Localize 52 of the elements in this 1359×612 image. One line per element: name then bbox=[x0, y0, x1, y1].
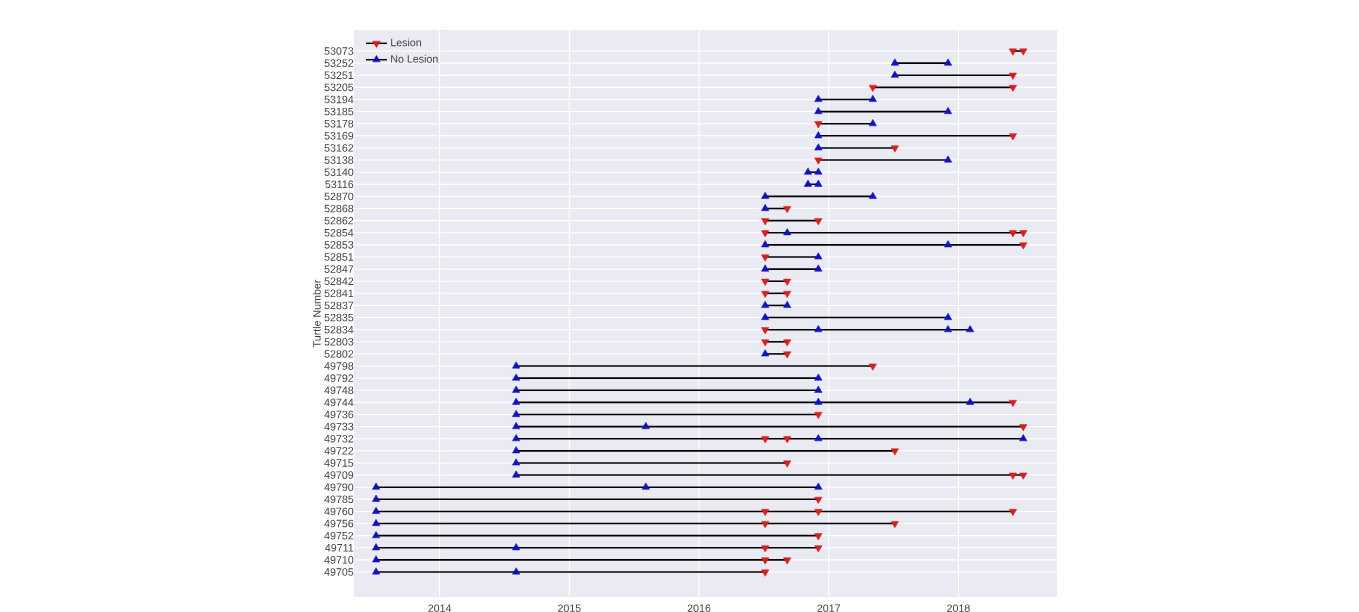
y-tick-label: 49715 bbox=[324, 459, 354, 467]
y-tick-label: 53073 bbox=[324, 47, 354, 55]
y-tick-label: 49705 bbox=[324, 568, 354, 576]
y-tick-label: 53140 bbox=[324, 168, 354, 176]
y-tick-label: 53178 bbox=[324, 119, 354, 128]
y-tick-label: 53138 bbox=[324, 156, 354, 164]
y-tick-label: 49732 bbox=[324, 434, 354, 443]
y-tick-label: 49722 bbox=[324, 447, 354, 455]
y-tick-label: 52837 bbox=[324, 301, 354, 310]
y-tick-label: 53251 bbox=[324, 71, 354, 80]
legend-label: Lesion bbox=[391, 38, 422, 47]
y-tick-label: 52870 bbox=[324, 192, 354, 201]
y-tick-label: 52862 bbox=[324, 216, 354, 225]
y-tick-label: 52847 bbox=[324, 265, 354, 273]
y-tick-label: 49711 bbox=[325, 544, 354, 552]
y-tick-label: 52802 bbox=[324, 350, 354, 358]
y-tick-label: 49798 bbox=[324, 362, 354, 370]
y-tick-label: 49736 bbox=[324, 410, 354, 419]
x-tick-label: 2017 bbox=[817, 604, 841, 612]
y-tick-label: 52853 bbox=[324, 241, 354, 249]
y-tick-label: 52854 bbox=[324, 228, 354, 237]
y-tick-label: 53116 bbox=[325, 180, 354, 189]
y-tick-label: 49710 bbox=[324, 556, 354, 564]
y-tick-label: 52841 bbox=[324, 289, 354, 298]
y-tick-label: 49790 bbox=[324, 483, 354, 491]
y-tick-label: 53194 bbox=[324, 95, 354, 104]
y-tick-label: 49733 bbox=[324, 422, 354, 431]
y-tick-label: 49752 bbox=[324, 531, 354, 540]
y-tick-label: 53205 bbox=[324, 83, 354, 92]
y-tick-label: 53252 bbox=[324, 59, 354, 67]
y-tick-label: 52835 bbox=[324, 313, 354, 322]
legend-label: No Lesion bbox=[391, 54, 438, 63]
y-tick-label: 53162 bbox=[324, 144, 354, 152]
x-tick-label: 2015 bbox=[558, 604, 581, 612]
y-tick-label: 52842 bbox=[324, 277, 354, 285]
y-tick-label: 52851 bbox=[324, 253, 354, 261]
x-tick-label: 2016 bbox=[687, 604, 711, 612]
y-tick-label: 52834 bbox=[324, 325, 354, 334]
y-tick-label: 49760 bbox=[324, 507, 354, 516]
y-tick-label: 49748 bbox=[324, 386, 354, 395]
y-tick-label: 49744 bbox=[324, 398, 354, 407]
y-tick-label: 53185 bbox=[324, 107, 354, 116]
y-tick-label: 49709 bbox=[324, 471, 354, 479]
x-tick-label: 2014 bbox=[428, 604, 452, 612]
y-tick-label: 49792 bbox=[324, 374, 354, 382]
y-tick-label: 49785 bbox=[324, 495, 354, 504]
y-tick-label: 53169 bbox=[324, 132, 354, 140]
y-tick-label: 52868 bbox=[324, 204, 354, 213]
y-tick-label: 52803 bbox=[324, 338, 354, 346]
y-tick-label: 49756 bbox=[324, 519, 354, 528]
y-axis-title: Turtle Number bbox=[312, 279, 321, 348]
x-tick-label: 2018 bbox=[947, 604, 970, 612]
